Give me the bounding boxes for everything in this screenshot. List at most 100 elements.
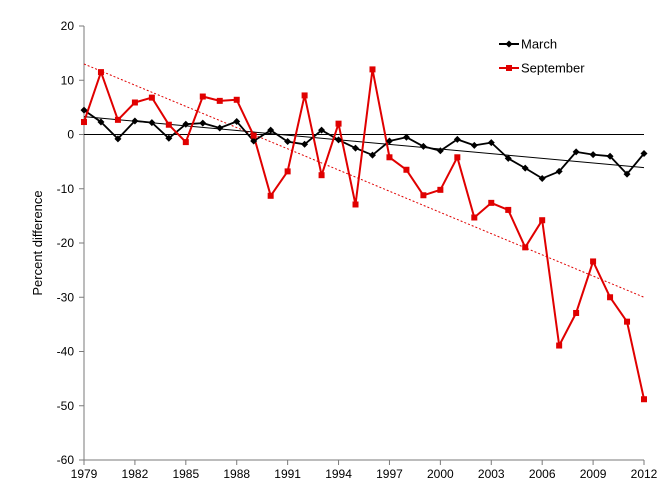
data-point-september [165, 121, 172, 128]
x-tick-label: 2012 [631, 467, 658, 481]
x-tick-label: 1982 [122, 467, 149, 481]
x-tick-label: 1991 [274, 467, 301, 481]
data-point-september [148, 94, 155, 101]
data-point-march [385, 137, 393, 145]
y-tick-label: 20 [61, 19, 75, 33]
data-point-march [606, 152, 614, 160]
data-point-september [284, 168, 291, 175]
data-point-september [624, 318, 631, 325]
legend-marker-september [506, 65, 512, 71]
data-point-march [148, 119, 156, 127]
data-point-september [131, 99, 138, 106]
data-point-march [504, 154, 512, 162]
legend-label-march: March [521, 37, 557, 52]
x-tick-label: 1994 [325, 467, 352, 481]
x-tick-label: 2009 [580, 467, 607, 481]
data-point-september [386, 154, 393, 161]
y-axis-ticks: 20 10 0 -10 -20 -30 -40 -50 -60 [57, 19, 84, 467]
series-line-march [83, 109, 645, 180]
y-tick-label: -10 [57, 182, 75, 196]
data-point-march [318, 126, 326, 134]
data-point-september [607, 294, 614, 301]
data-point-september [182, 139, 189, 146]
series-line-september [83, 68, 645, 400]
series-markers [80, 66, 648, 403]
y-tick-label: 0 [67, 128, 74, 142]
data-point-march [165, 134, 173, 142]
data-point-september [97, 69, 104, 76]
data-point-september [471, 214, 478, 221]
data-point-march [589, 151, 597, 159]
data-point-september [318, 172, 325, 179]
legend: March September [499, 37, 585, 76]
data-point-september [641, 396, 647, 403]
data-point-september [522, 244, 529, 251]
data-point-march [131, 117, 139, 125]
trendline-september [83, 63, 645, 298]
x-axis-ticks: 1979 1982 1985 1988 1991 1994 1997 2000 2003 2006… [71, 460, 658, 481]
data-point-september [488, 199, 495, 206]
data-point-september [454, 154, 461, 161]
data-point-march [555, 167, 563, 175]
x-tick-label: 1985 [172, 467, 199, 481]
data-point-september [352, 201, 359, 208]
data-point-march [453, 135, 461, 143]
data-point-march [436, 147, 444, 155]
data-point-september [335, 120, 342, 127]
data-point-september [539, 217, 546, 224]
data-point-march [284, 138, 292, 146]
data-point-march [114, 135, 122, 143]
data-point-march [368, 151, 376, 159]
y-tick-label: -60 [57, 453, 75, 467]
data-point-march [335, 136, 343, 144]
plot-frame [83, 26, 644, 461]
x-tick-label: 1988 [223, 467, 250, 481]
data-point-september [250, 132, 257, 139]
x-tick-label: 2003 [478, 467, 505, 481]
data-point-march [182, 120, 190, 128]
x-tick-label: 2000 [427, 467, 454, 481]
data-point-september [114, 116, 121, 123]
data-point-september [573, 309, 580, 316]
data-point-september [590, 258, 597, 265]
data-point-march [538, 174, 546, 182]
data-point-september [216, 97, 223, 104]
data-point-march [199, 119, 207, 127]
data-point-march [521, 164, 529, 172]
y-tick-label: -30 [57, 290, 75, 304]
data-point-september [267, 192, 274, 199]
data-point-september [369, 66, 376, 73]
data-point-march [97, 118, 105, 126]
data-point-march [80, 106, 88, 114]
y-tick-label: -20 [57, 236, 75, 250]
data-point-september [233, 96, 240, 103]
data-point-september [81, 119, 87, 126]
data-point-march [402, 133, 410, 141]
y-tick-label: -50 [57, 399, 75, 413]
data-point-march [352, 144, 360, 152]
data-point-march [233, 117, 241, 125]
data-point-march [623, 170, 631, 178]
data-point-september [199, 93, 206, 100]
data-point-september [403, 166, 410, 173]
trendlines [83, 63, 645, 298]
data-point-september [556, 342, 563, 349]
y-axis-title: Percent difference [30, 190, 45, 295]
data-point-march [640, 149, 648, 157]
data-point-march [301, 140, 309, 148]
data-point-september [437, 186, 444, 193]
data-point-march [572, 148, 580, 156]
data-point-march [267, 126, 275, 134]
data-point-september [301, 92, 308, 99]
data-point-march [470, 141, 478, 149]
data-point-march [487, 139, 495, 147]
legend-label-september: September [521, 61, 585, 76]
data-point-march [419, 142, 427, 150]
x-tick-label: 1979 [71, 467, 98, 481]
x-tick-label: 2006 [529, 467, 556, 481]
x-tick-label: 1997 [376, 467, 403, 481]
data-point-march [250, 137, 258, 145]
series-lines [83, 68, 645, 400]
data-point-march [216, 124, 224, 132]
